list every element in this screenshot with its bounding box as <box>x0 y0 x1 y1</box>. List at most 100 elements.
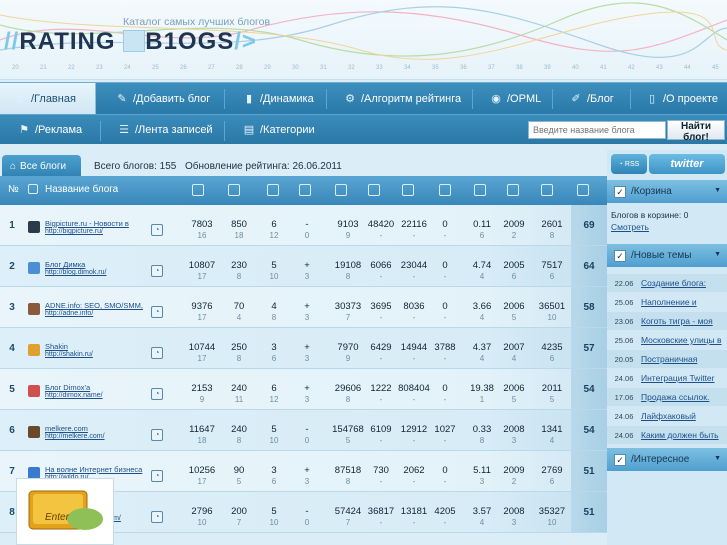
blog-name-link[interactable]: Блог Dimox'a <box>45 383 91 392</box>
category-icon: ▤ <box>243 123 255 136</box>
blog-name-link[interactable]: На волне Интернет бизнеса <box>45 465 143 474</box>
cart-widget-header[interactable]: ✓ /Корзина ▼ <box>607 180 727 203</box>
news-item[interactable]: 25.06 Московские улицы в <box>607 331 727 349</box>
col-pr-icon[interactable] <box>267 184 279 196</box>
sidebar: ◔ RSS twitter ✓ /Корзина ▼ Блогов в корзине… <box>607 150 727 545</box>
col-twitter-icon[interactable] <box>541 184 553 196</box>
metric-value: + <box>304 342 310 353</box>
news-item[interactable]: 24.06 Каким должен быть <box>607 426 727 444</box>
rss-button[interactable]: ◔ RSS <box>611 154 647 174</box>
news-title-link[interactable]: Постраничная <box>641 354 698 364</box>
twitter-button[interactable]: twitter <box>649 154 725 174</box>
metric-value: 4.74 <box>472 260 492 271</box>
site-logo[interactable]: //RATING B1OGS/> <box>4 28 257 56</box>
metric-value: 1341 <box>541 424 563 435</box>
nav-opml[interactable]: ◉ /OPML <box>490 83 541 114</box>
nav-categories[interactable]: ▤ /Категории <box>243 115 315 144</box>
rss-feed-icon[interactable]: ◔ <box>151 306 163 318</box>
metric-value: 2007 <box>503 342 525 353</box>
rss-feed-icon[interactable]: ◔ <box>151 388 163 400</box>
news-item[interactable]: 22.06 Создание блога: <box>607 274 727 292</box>
blog-url-link[interactable]: http://blog.dimok.ru/ <box>45 269 107 276</box>
col-sort-icon[interactable] <box>28 184 38 194</box>
nav-add-blog[interactable]: ✎ /Добавить блог <box>116 83 210 114</box>
nav-algorithm[interactable]: ⚙ /Алгоритм рейтинга <box>344 83 461 114</box>
blog-name-link[interactable]: Блог Димка <box>45 260 86 269</box>
search-button[interactable]: Найти блог! <box>667 120 725 143</box>
tab-all-label: Все блоги <box>20 160 67 172</box>
blog-url-link[interactable]: http://bigpicture.ru/ <box>45 228 103 235</box>
metric-value: 6 <box>271 219 277 230</box>
news-item[interactable]: 25.06 Наполнение и <box>607 293 727 311</box>
news-title-link[interactable]: Каким должен быть <box>641 430 719 440</box>
rss-feed-icon[interactable]: ◔ <box>151 224 163 236</box>
blog-url-link[interactable]: http://dimox.name/ <box>45 392 103 399</box>
col-dmoz-icon[interactable] <box>299 184 311 196</box>
blog-url-link[interactable]: http://shakin.ru/ <box>45 351 93 358</box>
metric-rank: - <box>379 477 383 486</box>
nav-about[interactable]: ▯ /О проекте <box>646 83 718 114</box>
col-sum-icon[interactable] <box>577 184 589 196</box>
news-title-link[interactable]: Интеграция Twitter <box>641 373 715 383</box>
blog-url-link[interactable]: http://adne.info/ <box>45 310 94 317</box>
news-title-link[interactable]: Создание блога: <box>641 278 706 288</box>
col-name[interactable]: Название блога <box>45 184 119 195</box>
cart-title: /Корзина <box>631 186 672 197</box>
rss-feed-icon[interactable]: ◔ <box>151 429 163 441</box>
news-title-link[interactable]: Наполнение и <box>641 297 697 307</box>
col-yahoo-icon[interactable] <box>368 184 380 196</box>
rss-feed-icon[interactable]: ◔ <box>151 347 163 359</box>
col-li-icon[interactable] <box>439 184 451 196</box>
chevron-down-icon: ▼ <box>714 455 721 462</box>
blog-url-link[interactable]: http://wildo.ru/ <box>45 474 89 481</box>
metric-rank: 5 <box>511 313 517 322</box>
nav-feed[interactable]: ☰ /Лента записей <box>118 115 213 144</box>
search-input[interactable] <box>528 121 666 139</box>
metric-rank: 10 <box>269 436 279 445</box>
col-links-icon[interactable] <box>402 184 414 196</box>
ruler-tick: 32 <box>348 65 355 71</box>
rss-feed-icon[interactable]: ◔ <box>151 265 163 277</box>
blog-name-link[interactable]: ADNE.info: SEO, SMO/SMM, <box>45 301 143 310</box>
metric-rank: 18 <box>197 436 207 445</box>
blog-favicon <box>28 303 40 315</box>
blog-name-link[interactable]: melkere.com <box>45 424 88 433</box>
banner-enter-text: Enter <box>45 512 69 523</box>
ruler-tick: 20 <box>12 65 19 71</box>
blog-name-link[interactable]: Shakin <box>45 342 68 351</box>
news-item[interactable]: 20.05 Постраничная <box>607 350 727 368</box>
blog-url-link[interactable]: http://melkere.com/ <box>45 433 105 440</box>
col-posts-icon[interactable] <box>474 184 486 196</box>
news-item[interactable]: 24.06 Лайфхаковый <box>607 407 727 425</box>
col-alexa-icon[interactable] <box>335 184 347 196</box>
news-widget-header[interactable]: ✓ /Новые темы ▼ <box>607 244 727 267</box>
metric-value: 2009 <box>503 219 525 230</box>
blog-name-link[interactable]: Bigpicture.ru - Новости в <box>45 219 129 228</box>
cart-view-link[interactable]: Смотреть <box>611 222 649 232</box>
metric-value: 0 <box>442 383 448 394</box>
blog-favicon <box>28 344 40 356</box>
news-title-link[interactable]: Московские улицы в <box>641 335 722 345</box>
ruler-tick: 33 <box>376 65 383 71</box>
tab-all-blogs[interactable]: ⌂ Все блоги <box>2 155 81 177</box>
news-date: 25.06 <box>614 335 634 345</box>
news-item[interactable]: 17.06 Продажа ссылок. <box>607 388 727 406</box>
rss-feed-icon[interactable]: ◔ <box>151 511 163 523</box>
nav-blog[interactable]: ✐ /Блог <box>570 83 613 114</box>
rss-feed-icon[interactable]: ◔ <box>151 470 163 482</box>
enter-banner[interactable]: Enter <box>16 478 114 545</box>
col-tic-icon[interactable] <box>228 184 240 196</box>
news-title-link[interactable]: Коготь тигра - моя <box>641 316 713 326</box>
nav-home[interactable]: ⌂ /Главная <box>0 83 96 114</box>
news-title-link[interactable]: Лайфхаковый <box>641 411 696 421</box>
nav-dynamics[interactable]: ▮ /Динамика <box>243 83 314 114</box>
news-title-link[interactable]: Продажа ссылок. <box>641 392 710 402</box>
metric-rank: 7 <box>236 518 242 527</box>
news-item[interactable]: 24.06 Интеграция Twitter <box>607 369 727 387</box>
interesting-widget-header[interactable]: ✓ /Интересное ▼ <box>607 448 727 471</box>
col-visitors-icon[interactable] <box>192 184 204 196</box>
nav-ads[interactable]: ⚑ /Реклама <box>18 115 82 144</box>
news-item[interactable]: 23.06 Коготь тигра - моя <box>607 312 727 330</box>
metric-rank: 2 <box>511 231 517 240</box>
col-age-icon[interactable] <box>507 184 519 196</box>
